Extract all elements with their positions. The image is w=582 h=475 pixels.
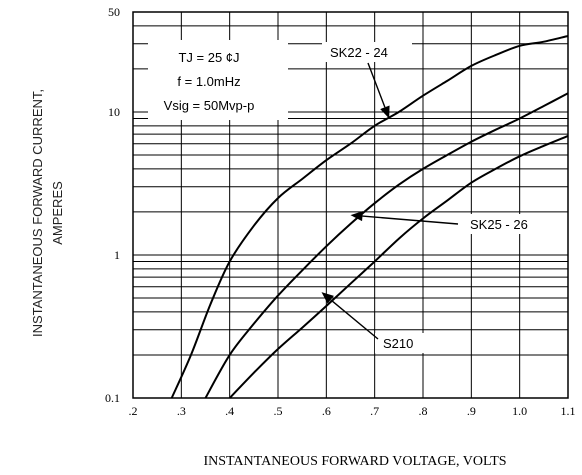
condition-text: TJ = 25 ¢J (178, 50, 239, 65)
arrow-sk22-24-shaft (367, 62, 386, 108)
label-sk22-24: SK22 - 24 (330, 45, 388, 60)
conditions-box (148, 40, 288, 120)
condition-text: Vsig = 50Mvp-p (164, 98, 255, 113)
series-line (170, 35, 569, 399)
x-tick-label: .6 (322, 404, 331, 418)
series-line (228, 134, 569, 399)
condition-text: f = 1.0mHz (177, 74, 240, 89)
x-tick-label: .2 (129, 404, 138, 418)
arrow-sk25-26-head (350, 211, 363, 222)
label-sk25-26: SK25 - 26 (470, 217, 528, 232)
x-tick-label: .5 (274, 404, 283, 418)
curves (170, 35, 569, 399)
label-s210: S210 (383, 336, 413, 351)
arrow-sk22-24-head (380, 105, 390, 119)
label-s210-box (375, 333, 431, 353)
y-tick-label: 10 (108, 105, 120, 119)
x-tick-label: 1.1 (561, 404, 576, 418)
y-tick-label: 0.1 (105, 391, 120, 405)
label-sk22-24-box (322, 42, 412, 62)
label-sk25-26-box (460, 214, 552, 234)
arrow-s210-head (321, 292, 334, 304)
series-line (204, 92, 569, 399)
x-tick-label: 1.0 (512, 404, 527, 418)
plot-frame (132, 11, 569, 399)
x-axis-label: INSTANTANEOUS FORWARD VOLTAGE, VOLTS (203, 454, 506, 469)
annotations: TJ = 25 ¢J f = 1.0mHz Vsig = 50Mvp-p SK22 -… (148, 40, 552, 353)
y-axis-label-line1: INSTANTANEOUS FORWARD CURRENT, (30, 89, 45, 337)
x-tick-label: .4 (225, 404, 234, 418)
x-tick-label: .9 (467, 404, 476, 418)
x-tick-label: .3 (177, 404, 186, 418)
arrow-s210-shaft (330, 299, 379, 340)
tick-labels: .2 .3 .4 .5 .6 .7 .8 .9 1.0 1.1 0.1 1 10 50 (105, 5, 576, 418)
arrow-sk25-26-shaft (362, 215, 459, 225)
y-tick-label: 1 (114, 248, 120, 262)
x-tick-label: .7 (370, 404, 379, 418)
y-tick-label: 50 (108, 5, 120, 19)
x-tick-label: .8 (419, 404, 428, 418)
y-axis-label-line2: AMPERES (50, 181, 65, 245)
